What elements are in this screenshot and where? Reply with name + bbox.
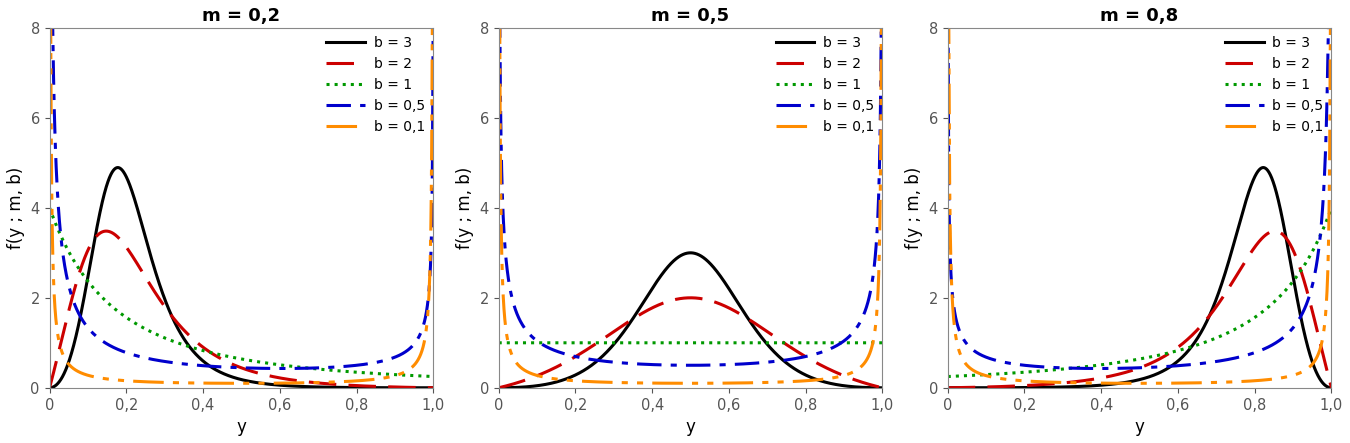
X-axis label: y: y [236,418,247,436]
X-axis label: y: y [1134,418,1145,436]
Y-axis label: f(y ; m, b): f(y ; m, b) [7,167,24,249]
Legend: b = 3, b = 2, b = 1, b = 0,5, b = 0,1: b = 3, b = 2, b = 1, b = 0,5, b = 0,1 [321,31,431,140]
X-axis label: y: y [686,418,695,436]
Y-axis label: f(y ; m, b): f(y ; m, b) [904,167,923,249]
Title: m = 0,8: m = 0,8 [1100,7,1179,25]
Title: m = 0,2: m = 0,2 [202,7,281,25]
Y-axis label: f(y ; m, b): f(y ; m, b) [456,167,474,249]
Title: m = 0,5: m = 0,5 [652,7,729,25]
Legend: b = 3, b = 2, b = 1, b = 0,5, b = 0,1: b = 3, b = 2, b = 1, b = 0,5, b = 0,1 [1219,31,1328,140]
Legend: b = 3, b = 2, b = 1, b = 0,5, b = 0,1: b = 3, b = 2, b = 1, b = 0,5, b = 0,1 [769,31,880,140]
